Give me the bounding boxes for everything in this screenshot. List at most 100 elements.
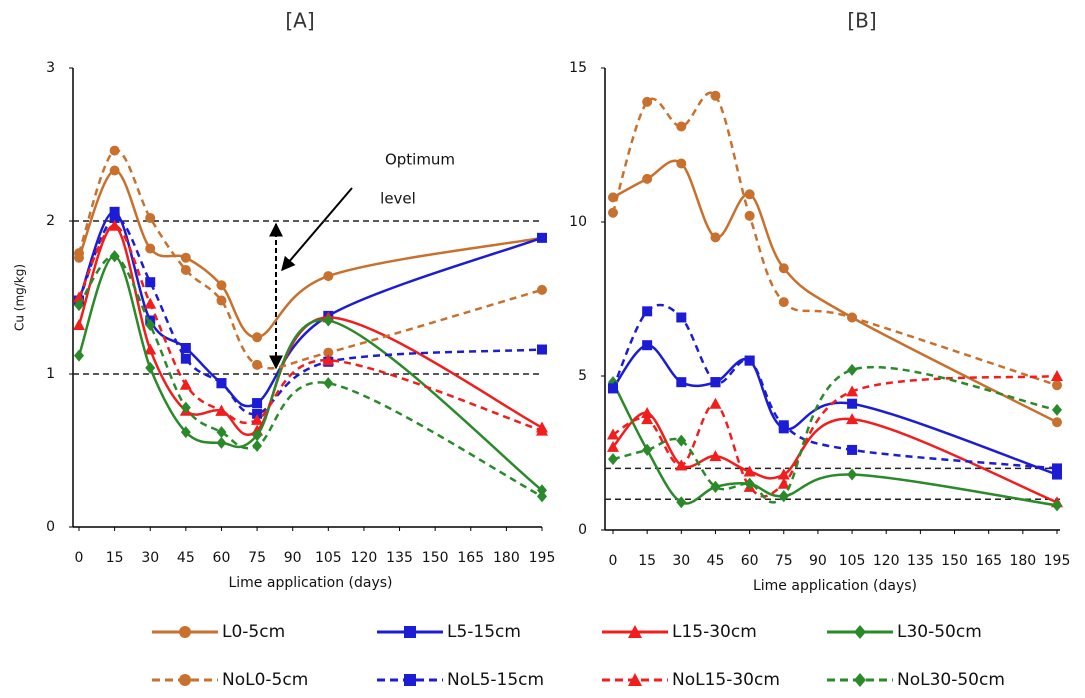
marker-point [1052, 499, 1062, 512]
marker-point [145, 212, 156, 223]
legend-label: NoL30-50cm [897, 670, 1005, 690]
x-tick-label: 90 [809, 553, 827, 569]
x-tick-label: 180 [1009, 553, 1036, 569]
legend-marker [628, 673, 642, 686]
marker-point [641, 406, 654, 418]
marker-point [1052, 463, 1062, 474]
marker-point [846, 385, 859, 397]
marker-point [537, 490, 547, 503]
x-tick-label: 30 [672, 553, 690, 569]
marker-point [710, 377, 721, 388]
marker-point [778, 297, 789, 308]
series-line [77, 169, 543, 339]
marker-point [641, 413, 654, 425]
legend-label: NoL15-30cm [672, 670, 780, 690]
marker-point [109, 145, 120, 156]
marker-point [642, 306, 653, 317]
y-tick-label: 3 [46, 60, 55, 76]
x-tick-label: 165 [975, 553, 1002, 569]
series-line [611, 343, 1058, 476]
marker-point [676, 434, 687, 447]
marker-point [676, 158, 687, 169]
marker-point [642, 443, 653, 456]
marker-point [676, 377, 687, 388]
marker-point [323, 271, 334, 282]
marker-point [215, 404, 228, 416]
legend-label: L15-30cm [672, 622, 757, 642]
marker-point [322, 354, 335, 366]
y-tick-label: 2 [46, 213, 55, 229]
marker-point [109, 206, 120, 217]
marker-point [778, 490, 789, 503]
marker-point [847, 398, 858, 409]
marker-point [642, 173, 653, 184]
marker-point [676, 121, 687, 132]
x-tick-label: 180 [493, 550, 520, 566]
marker-point [144, 297, 157, 309]
marker-point [710, 232, 721, 243]
y-tick-label: 5 [578, 368, 587, 384]
y-tick-label: 15 [569, 60, 587, 76]
marker-point [252, 408, 263, 419]
series-line [77, 210, 543, 408]
x-tick-label: 105 [839, 553, 866, 569]
marker-point [710, 90, 721, 101]
marker-point [1052, 380, 1062, 391]
marker-point [1052, 469, 1062, 480]
y-tick-label: 0 [46, 519, 55, 535]
series-line [612, 365, 1058, 504]
marker-point [777, 477, 790, 489]
series-line [612, 374, 1058, 498]
marker-point [777, 468, 790, 480]
marker-point [846, 413, 859, 425]
marker-point [252, 359, 263, 370]
legend-label: L0-5cm [222, 622, 285, 642]
marker-point [607, 440, 619, 452]
annotation: level [380, 190, 416, 208]
marker-point [608, 383, 618, 394]
marker-point [180, 426, 191, 439]
x-tick-label: 60 [213, 550, 231, 566]
x-tick-label: 120 [873, 553, 900, 569]
legend-marker [854, 625, 866, 639]
x-tick-label: 150 [422, 550, 449, 566]
marker-point [537, 344, 547, 355]
x-tick-label: 120 [351, 550, 378, 566]
y-tick-label: 10 [569, 214, 587, 230]
marker-point [744, 355, 755, 366]
marker-point [252, 398, 263, 409]
marker-point [607, 428, 619, 440]
marker-point [108, 219, 121, 231]
marker-point [180, 401, 191, 414]
marker-point [180, 353, 191, 364]
marker-point [216, 280, 227, 291]
panel-title: [B] [847, 9, 876, 33]
marker-point [1051, 370, 1063, 381]
marker-point [1052, 417, 1062, 428]
x-tick-label: 135 [386, 550, 413, 566]
marker-point [323, 377, 334, 390]
marker-point [145, 243, 156, 254]
marker-point [847, 312, 858, 323]
marker-point [73, 319, 85, 331]
legend-marker [854, 673, 866, 687]
legend-marker [404, 626, 416, 638]
marker-point [744, 210, 755, 221]
annotation: Optimum [385, 151, 455, 169]
x-axis-label: Lime application (days) [753, 578, 917, 594]
annotation-arrow [281, 187, 353, 272]
marker-point [847, 468, 858, 481]
marker-point [608, 453, 618, 466]
x-tick-label: 15 [638, 553, 656, 569]
y-tick-label: 1 [46, 366, 55, 382]
marker-point [109, 250, 120, 263]
x-tick-label: 195 [529, 550, 556, 566]
legend-marker [404, 674, 416, 686]
marker-point [642, 340, 653, 351]
marker-point [323, 347, 334, 358]
x-tick-label: 75 [775, 553, 793, 569]
marker-point [216, 378, 227, 389]
x-tick-label: 0 [75, 550, 84, 566]
marker-point [1052, 403, 1062, 416]
y-axis-label: Cu (mg/kg) [13, 264, 27, 331]
